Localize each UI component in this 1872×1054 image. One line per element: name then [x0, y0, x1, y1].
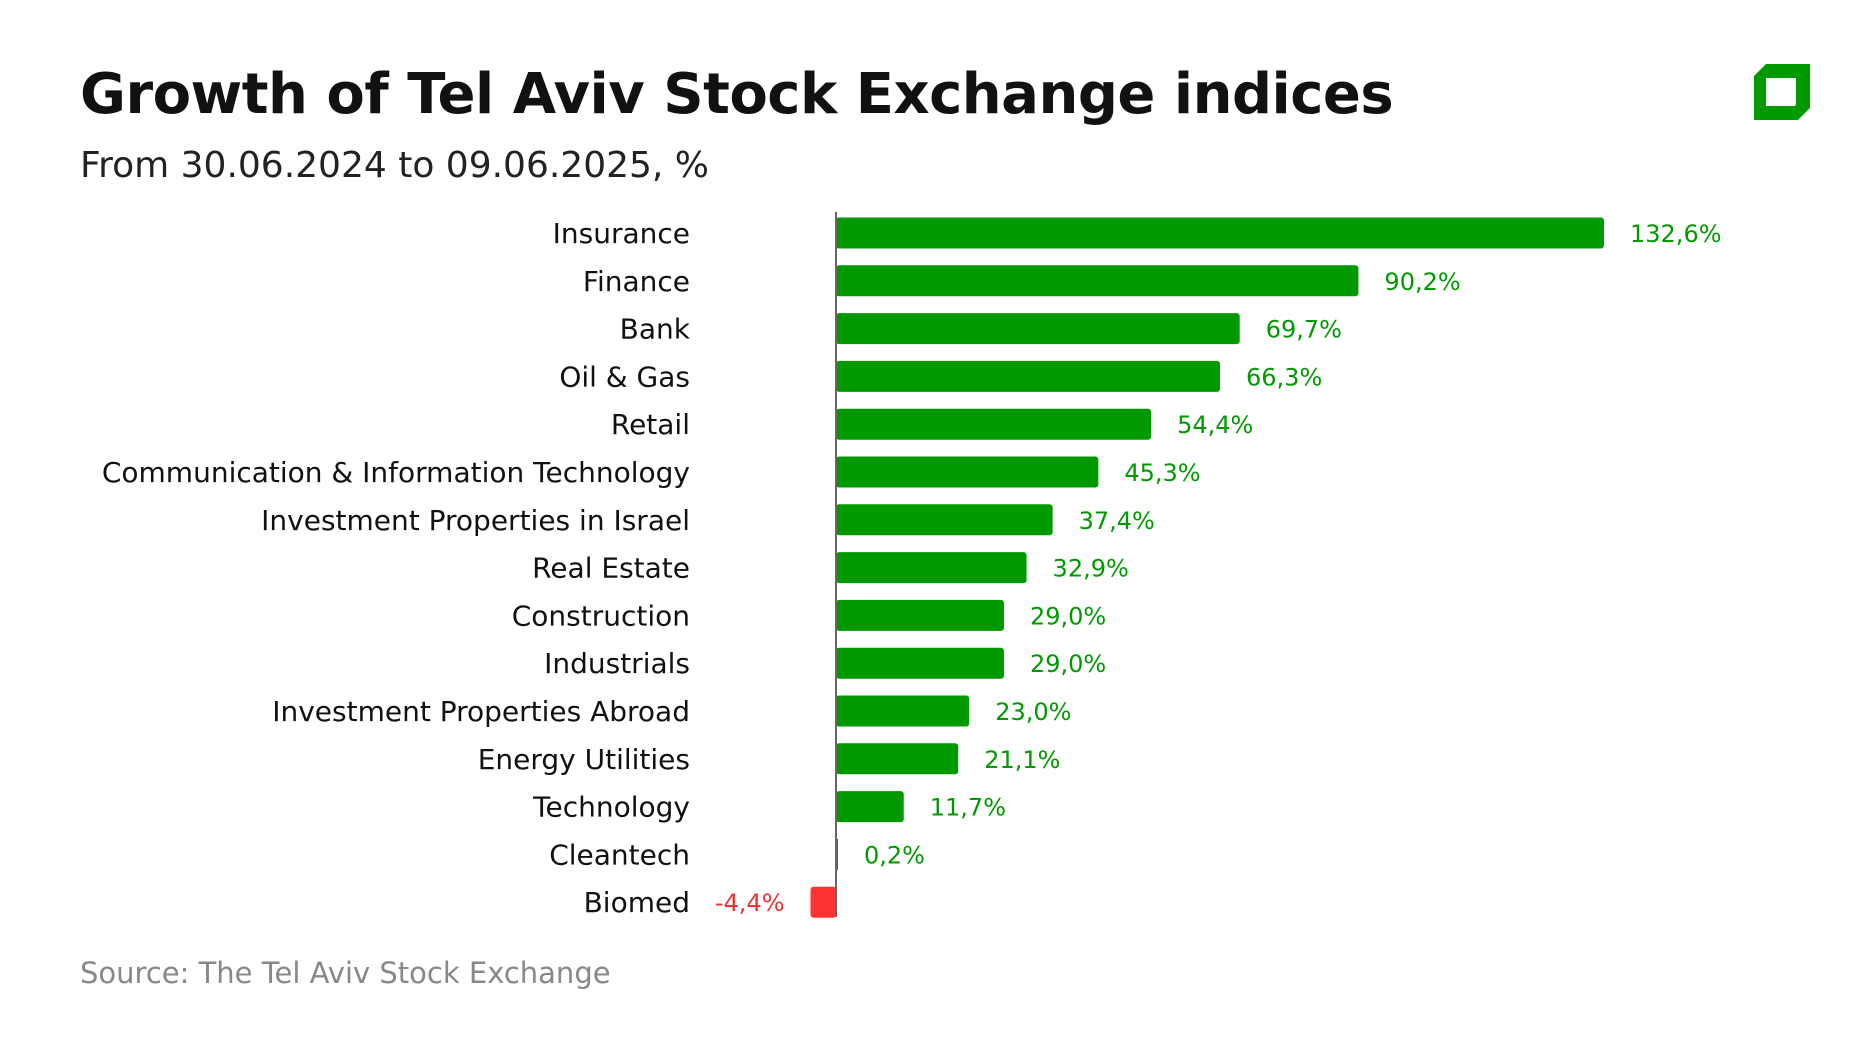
value-label: 11,7% — [930, 794, 1006, 822]
value-label: -4,4% — [715, 889, 785, 917]
bar — [836, 313, 1240, 345]
category-label: Communication & Information Technology — [102, 456, 690, 489]
category-label: Biomed — [584, 886, 690, 919]
bar — [836, 504, 1053, 536]
value-label: 54,4% — [1177, 411, 1253, 439]
chart-title: Growth of Tel Aviv Stock Exchange indice… — [80, 62, 1394, 127]
value-label: 45,3% — [1124, 459, 1200, 487]
bar — [836, 552, 1027, 584]
category-label: Insurance — [553, 217, 690, 250]
bar — [836, 599, 1004, 631]
category-label: Finance — [583, 265, 690, 298]
bar — [836, 408, 1152, 440]
category-label: Oil & Gas — [559, 360, 690, 393]
value-label: 21,1% — [984, 746, 1060, 774]
category-label: Real Estate — [532, 552, 690, 585]
category-label: Investment Properties in Israel — [261, 504, 690, 537]
category-label: Investment Properties Abroad — [272, 695, 690, 728]
bar — [836, 743, 959, 775]
value-label: 0,2% — [864, 841, 925, 869]
bar — [836, 791, 904, 823]
source-note: Source: The Tel Aviv Stock Exchange — [80, 956, 611, 990]
value-label: 29,0% — [1030, 602, 1106, 630]
category-label: Bank — [620, 313, 691, 346]
bar — [810, 886, 836, 918]
category-label: Construction — [512, 599, 690, 632]
value-label: 29,0% — [1030, 650, 1106, 678]
chart-subtitle: From 30.06.2024 to 09.06.2025, % — [80, 145, 709, 186]
category-label: Cleantech — [549, 838, 690, 871]
bar — [836, 265, 1359, 297]
value-label: 66,3% — [1246, 363, 1322, 391]
category-label: Industrials — [544, 647, 690, 680]
category-label: Energy Utilities — [478, 743, 690, 776]
bar — [836, 647, 1004, 679]
value-label: 23,0% — [995, 698, 1071, 726]
value-label: 37,4% — [1079, 507, 1155, 535]
value-label: 32,9% — [1053, 555, 1129, 583]
logo-icon — [1754, 64, 1810, 120]
value-label: 90,2% — [1384, 268, 1460, 296]
bar — [836, 456, 1099, 488]
bar — [836, 360, 1220, 392]
category-label: Technology — [532, 791, 690, 824]
bar — [836, 695, 970, 727]
value-label: 69,7% — [1266, 316, 1342, 344]
value-label: 132,6% — [1630, 220, 1722, 248]
bar — [836, 217, 1604, 249]
category-label: Retail — [611, 408, 690, 441]
